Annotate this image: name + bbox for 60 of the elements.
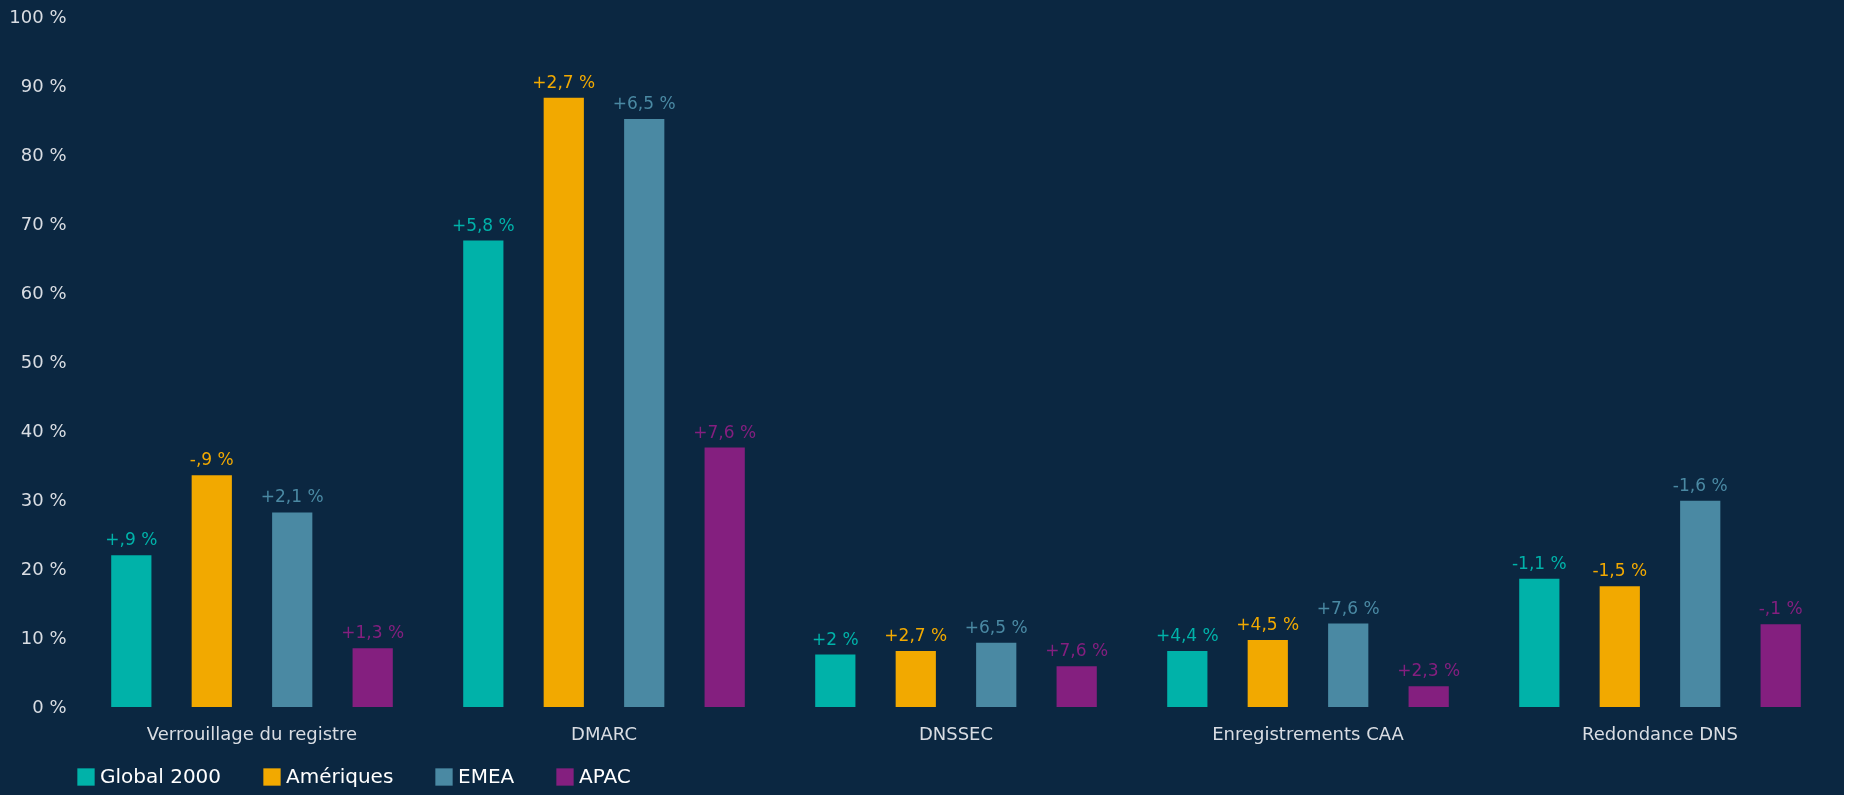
- bar: [1056, 666, 1097, 707]
- y-tick-label: 10 %: [20, 626, 67, 648]
- annotation: +2,7 %: [532, 71, 596, 92]
- bar: [704, 447, 745, 707]
- annotation: -1,1 %: [1511, 552, 1567, 573]
- annotation: +5,8 %: [451, 214, 515, 235]
- annotation: +6,5 %: [612, 93, 676, 114]
- annotation: +7,6 %: [1045, 640, 1109, 661]
- bar: [1519, 578, 1560, 707]
- legend-label: APAC: [579, 764, 631, 788]
- bar: [976, 642, 1017, 707]
- bar: [191, 475, 232, 707]
- bar: [1599, 586, 1640, 707]
- x-tick-label: Verrouillage du registre: [146, 722, 358, 744]
- bar: [1328, 623, 1369, 707]
- bar: [543, 97, 584, 707]
- y-tick-label: 20 %: [20, 557, 67, 579]
- y-tick-label: 90 %: [20, 74, 67, 96]
- y-tick-label: 0 %: [32, 695, 67, 717]
- annotation: +6,5 %: [964, 616, 1028, 637]
- annotation: +,9 %: [105, 529, 158, 550]
- annotation: +7,6 %: [693, 421, 757, 442]
- y-tick-label: 100 %: [9, 5, 67, 27]
- bar: [1680, 500, 1721, 707]
- annotation: +2,1 %: [260, 486, 324, 507]
- y-tick-label: 50 %: [20, 350, 67, 372]
- legend-label: Global 2000: [100, 764, 222, 788]
- x-tick-label: Enregistrements CAA: [1212, 722, 1405, 744]
- annotation: +2,7 %: [884, 625, 948, 646]
- annotation: +4,5 %: [1236, 614, 1300, 635]
- bar: [895, 651, 936, 707]
- bar: [1247, 640, 1288, 707]
- annotation: +7,6 %: [1316, 597, 1380, 618]
- y-tick-label: 70 %: [20, 212, 67, 234]
- y-tick-label: 40 %: [20, 419, 67, 441]
- annotation: -1,6 %: [1672, 474, 1728, 495]
- annotation: +2 %: [812, 628, 859, 649]
- bar: [1760, 624, 1801, 707]
- x-tick-label: DNSSEC: [918, 722, 994, 744]
- x-tick-label: DMARC: [571, 722, 637, 744]
- bar: [111, 555, 152, 707]
- legend-label: EMEA: [458, 764, 515, 788]
- bar: [815, 654, 856, 707]
- annotation: -1,5 %: [1592, 560, 1648, 581]
- bar: [1408, 686, 1449, 707]
- annotation: -,9 %: [189, 449, 234, 470]
- y-tick-label: 80 %: [20, 143, 67, 165]
- bar: [624, 119, 665, 707]
- bar: [272, 512, 313, 707]
- annotation: +4,4 %: [1155, 625, 1219, 646]
- legend-label: Amériques: [286, 764, 394, 788]
- y-tick-label: 60 %: [20, 281, 67, 303]
- x-tick-label: Redondance DNS: [1582, 722, 1738, 744]
- annotation: +2,3 %: [1397, 660, 1461, 681]
- bar: [352, 648, 393, 707]
- y-tick-label: 30 %: [20, 488, 67, 510]
- bar: [463, 240, 504, 707]
- annotation: -,1 %: [1758, 598, 1803, 619]
- bar: [1167, 651, 1208, 707]
- annotation: +1,3 %: [341, 622, 405, 643]
